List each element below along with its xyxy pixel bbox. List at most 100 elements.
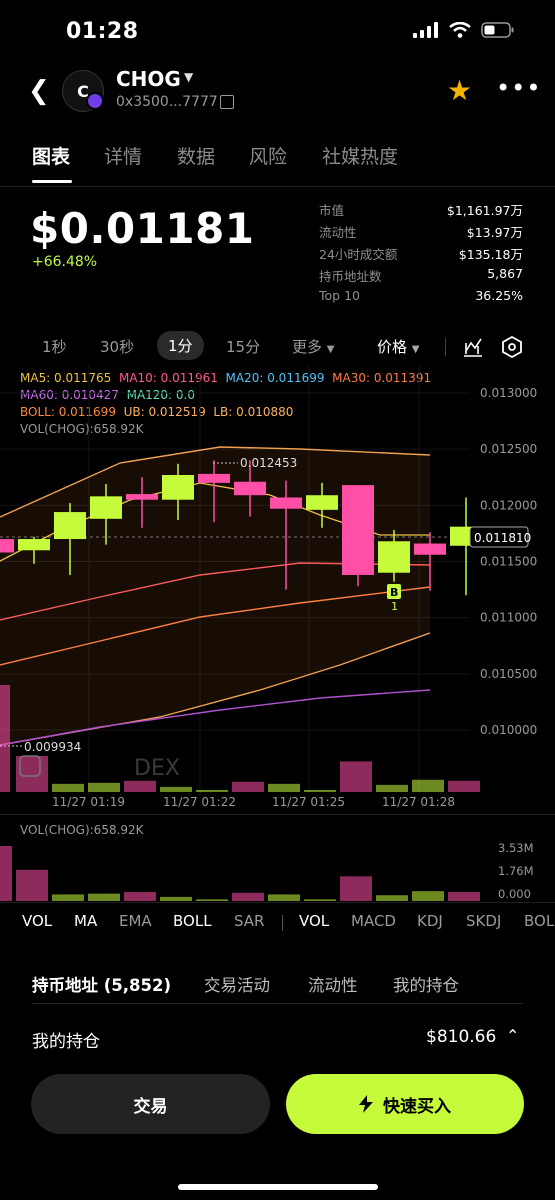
y-tick-label: 0.012500 xyxy=(480,442,537,456)
tab-liquidity[interactable]: 流动性 xyxy=(308,976,358,995)
tab-social[interactable]: 社媒热度 xyxy=(322,146,399,168)
candle xyxy=(342,485,374,587)
back-icon[interactable]: ❮ xyxy=(28,76,50,106)
volume-bar xyxy=(124,780,156,792)
tab-risk[interactable]: 风险 xyxy=(249,146,288,168)
current-price: $0.01181 xyxy=(30,204,255,253)
indicator-boll[interactable]: BOLL xyxy=(173,912,212,930)
indicator-macd[interactable]: MACD xyxy=(351,912,396,930)
volume-sub-bar xyxy=(160,896,192,901)
price-mode-select[interactable]: 价格 ▼ xyxy=(377,336,420,357)
timeframe-1m[interactable]: 1分 xyxy=(157,331,204,360)
stat-value: 5,867 xyxy=(487,266,523,281)
x-tick-label: 11/27 01:25 xyxy=(272,795,345,809)
copy-icon[interactable] xyxy=(220,95,234,109)
x-tick-label: 11/27 01:22 xyxy=(163,795,236,809)
indicator-ema[interactable]: EMA xyxy=(119,912,152,930)
chevron-down-icon[interactable]: ▼ xyxy=(184,70,194,84)
avatar-letter: C xyxy=(77,81,89,101)
timeframe-1s[interactable]: 1秒 xyxy=(42,338,67,356)
indicator-ma[interactable]: MA xyxy=(74,912,98,930)
indicator-boll-sub[interactable]: BOL xyxy=(524,912,555,930)
candle xyxy=(18,536,50,564)
timeframe-bar: 1秒 30秒 1分 15分 更多 ▼ 价格 ▼ xyxy=(0,330,555,364)
tab-chart[interactable]: 图表 xyxy=(32,146,71,168)
vol-axis-mid: 1.76M xyxy=(498,864,534,878)
candle-body xyxy=(54,512,86,540)
volume-sub-bar xyxy=(268,894,300,901)
tabs-divider xyxy=(0,186,555,187)
stat-value: $1,161.97万 xyxy=(446,203,523,218)
quick-buy-label: 快速买入 xyxy=(383,1096,451,1116)
volume-sub-bar xyxy=(412,891,444,901)
volume-sub-bar xyxy=(16,869,48,901)
token-header: ❮ C CHOG ▼ 0x3500...7777 ★ ••• xyxy=(0,62,555,118)
high-annotation: 0.012453 xyxy=(240,456,297,470)
volume-bar xyxy=(88,782,120,792)
volume-bars xyxy=(0,685,480,792)
stat-row: 持币地址数 5,867 xyxy=(319,266,523,288)
settings-hexagon-icon[interactable] xyxy=(502,336,522,358)
timeframe-30s[interactable]: 30秒 xyxy=(100,338,135,356)
stat-label: 市值 xyxy=(319,203,345,218)
tab-my-holdings[interactable]: 我的持仓 xyxy=(393,976,459,995)
indicator-kdj[interactable]: KDJ xyxy=(417,912,443,930)
stat-value: $13.97万 xyxy=(466,225,523,240)
price-chart[interactable]: MA5: 0.011765 MA10: 0.011961 MA20: 0.011… xyxy=(0,365,555,815)
candles xyxy=(0,460,482,596)
indicator-sub-vol[interactable]: VOL xyxy=(299,912,330,930)
tab-details[interactable]: 详情 xyxy=(104,146,143,168)
tab-underline xyxy=(32,180,72,183)
trade-button[interactable]: 交易 xyxy=(31,1074,270,1134)
vol-axis-bottom: 0.000 xyxy=(498,887,531,901)
tab-activity[interactable]: 交易活动 xyxy=(204,976,270,995)
ma120-line xyxy=(0,689,431,746)
volume-sub-bar xyxy=(304,899,336,901)
divider xyxy=(0,814,555,815)
buy-marker-count: 1 xyxy=(391,600,398,613)
chevron-up-icon[interactable]: ⌃ xyxy=(506,1026,520,1045)
indicator-chart-icon[interactable] xyxy=(462,337,484,357)
boll-legend: BOLL: 0.011699 UB: 0.012519 LB: 0.010880 xyxy=(20,405,293,419)
volume-bar xyxy=(160,786,192,792)
tab-holders[interactable]: 持币地址 (5,852) xyxy=(32,976,172,995)
volume-chart[interactable]: 3.53M 1.76M 0.000 xyxy=(0,836,555,902)
divider xyxy=(282,915,283,931)
candle xyxy=(162,463,194,520)
volume-sub-bar xyxy=(124,891,156,901)
candle-body xyxy=(18,539,50,551)
volume-bar xyxy=(232,781,264,792)
low-annotation: 0.009934 xyxy=(24,740,81,754)
indicator-sar[interactable]: SAR xyxy=(234,912,265,930)
favorite-star-icon[interactable]: ★ xyxy=(447,74,473,107)
y-tick-label: 0.010500 xyxy=(480,667,537,681)
ma20-value: MA20: 0.011699 xyxy=(225,371,325,385)
volume-bar xyxy=(304,789,336,792)
my-holding-value: $810.66 xyxy=(426,1027,497,1047)
status-bar: 01:28 xyxy=(0,0,555,64)
vol-sub-legend: VOL(CHOG):658.92K xyxy=(20,823,144,837)
y-tick-label: 0.011000 xyxy=(480,611,537,625)
candle xyxy=(270,480,302,590)
indicator-skdj[interactable]: SKDJ xyxy=(466,912,502,930)
candlestick-chart[interactable]: 0.012453 0.009934 B 1 0.011810 DEX 0.013… xyxy=(0,365,555,815)
indicator-vol[interactable]: VOL xyxy=(22,912,53,930)
timeframe-15m[interactable]: 15分 xyxy=(226,338,261,356)
wifi-icon xyxy=(449,22,471,38)
stat-value: $135.18万 xyxy=(458,247,523,262)
current-price-label: 0.011810 xyxy=(474,531,531,545)
y-tick-label: 0.011500 xyxy=(480,555,537,569)
token-stats: 市值 $1,161.97万 流动性 $13.97万 24小时成交额 $135.18万 … xyxy=(319,200,523,310)
quick-buy-button[interactable]: 快速买入 xyxy=(286,1074,524,1134)
tab-data[interactable]: 数据 xyxy=(177,146,216,168)
timeframe-more-label: 更多 xyxy=(292,338,323,356)
token-address: 0x3500...7777 xyxy=(116,94,218,110)
timeframe-more[interactable]: 更多 ▼ xyxy=(292,336,335,357)
candle-body xyxy=(414,543,446,555)
more-icon[interactable]: ••• xyxy=(496,74,542,102)
my-holding-label: 我的持仓 xyxy=(32,1032,100,1052)
signal-icon xyxy=(413,22,438,38)
token-name[interactable]: CHOG xyxy=(116,67,181,91)
divider xyxy=(445,338,446,356)
volume-bar xyxy=(412,779,444,792)
